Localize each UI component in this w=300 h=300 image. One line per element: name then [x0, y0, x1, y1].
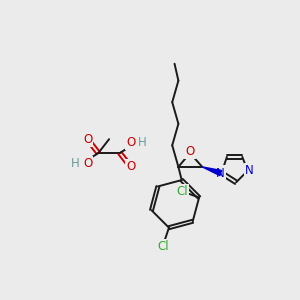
Text: O: O: [83, 157, 92, 170]
Text: H: H: [71, 157, 80, 170]
Text: H: H: [138, 136, 147, 149]
Text: Cl: Cl: [157, 240, 169, 254]
Text: O: O: [83, 133, 92, 146]
Text: Cl: Cl: [176, 185, 188, 198]
Text: N: N: [245, 164, 254, 177]
Text: O: O: [126, 160, 135, 173]
Text: N: N: [216, 167, 224, 180]
Polygon shape: [202, 167, 222, 176]
Text: O: O: [185, 145, 195, 158]
Text: O: O: [126, 136, 135, 149]
